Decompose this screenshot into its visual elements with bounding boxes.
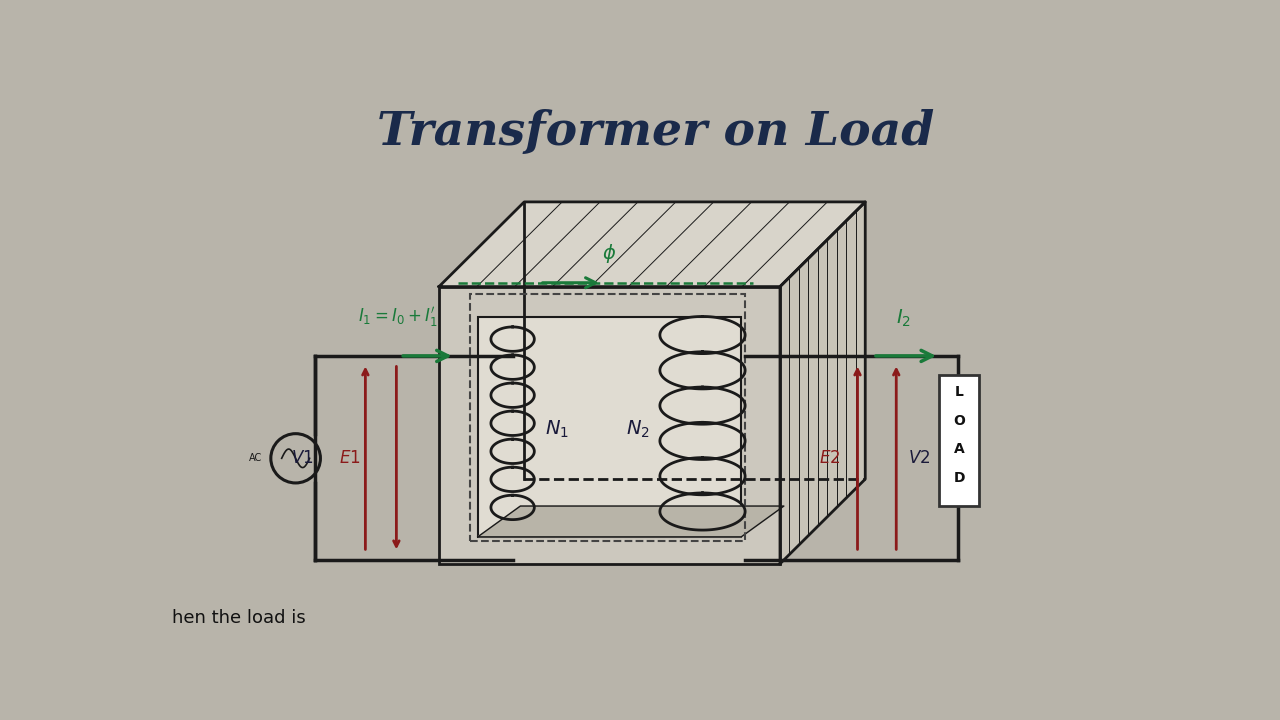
Polygon shape <box>439 202 865 287</box>
Polygon shape <box>477 506 783 537</box>
Text: A: A <box>954 442 964 456</box>
Bar <box>477 318 741 537</box>
Text: $\phi$: $\phi$ <box>602 242 616 265</box>
Text: O: O <box>954 413 965 428</box>
Text: L: L <box>955 385 964 399</box>
Text: D: D <box>954 471 965 485</box>
Text: AC: AC <box>248 454 262 463</box>
Bar <box>439 287 780 564</box>
Text: $I_1 = I_0 + I_1'$: $I_1 = I_0 + I_1'$ <box>357 305 438 329</box>
Text: $E1$: $E1$ <box>339 449 361 467</box>
Text: $N_1$: $N_1$ <box>545 418 570 440</box>
Bar <box>470 294 745 541</box>
Text: $V1$: $V1$ <box>291 449 314 467</box>
Text: $E2$: $E2$ <box>819 449 841 467</box>
Text: $I_2$: $I_2$ <box>896 307 911 329</box>
Text: Transformer on Load: Transformer on Load <box>378 109 934 156</box>
Bar <box>938 375 979 506</box>
Text: hen the load is: hen the load is <box>172 609 306 627</box>
Text: $N_2$: $N_2$ <box>626 418 650 440</box>
Bar <box>439 287 780 564</box>
Text: $V2$: $V2$ <box>908 449 931 467</box>
Polygon shape <box>780 202 865 564</box>
